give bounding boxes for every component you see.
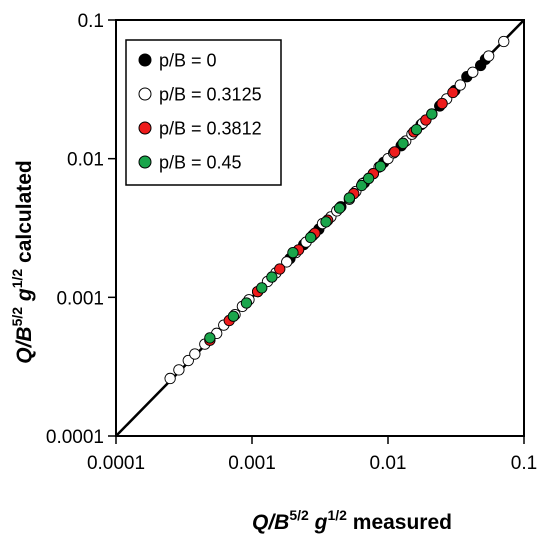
y-axis-title-main: Q/B xyxy=(13,326,36,363)
y-axis-title-mid: g xyxy=(13,288,36,307)
legend-label: p/B = 0.3812 xyxy=(159,119,262,139)
data-point xyxy=(189,348,201,360)
legend-marker xyxy=(138,121,152,135)
plot-area-frame xyxy=(115,19,525,437)
data-point xyxy=(164,372,176,385)
data-point xyxy=(454,79,466,91)
y-tick-label: 0.001 xyxy=(56,288,104,309)
legend-label: p/B = 0 xyxy=(159,51,217,71)
data-point xyxy=(343,192,356,204)
data-point xyxy=(240,297,253,309)
series-2 xyxy=(204,86,459,346)
data-point xyxy=(498,35,510,48)
legend-marker xyxy=(138,53,152,67)
x-axis-title: Q/B5/2 g1/2 measured xyxy=(252,507,452,534)
data-point xyxy=(274,263,286,275)
x-axis-title-sup1: 5/2 xyxy=(289,507,309,523)
data-point xyxy=(256,282,268,294)
data-point xyxy=(204,332,216,344)
legend-marker xyxy=(138,155,152,169)
x-axis-title-mid: g xyxy=(309,511,328,534)
series-3 xyxy=(204,108,438,344)
data-point xyxy=(436,97,448,110)
data-point xyxy=(397,137,409,149)
data-point xyxy=(287,247,299,259)
legend-marker xyxy=(138,87,152,101)
x-axis-title-main: Q/B xyxy=(252,511,289,534)
y-axis-title-sup2: 1/2 xyxy=(9,269,25,289)
y-axis-title-sup1: 5/2 xyxy=(9,307,25,327)
data-point xyxy=(483,50,495,62)
legend-label: p/B = 0.45 xyxy=(159,153,242,173)
data-point xyxy=(281,256,293,268)
x-axis-title-suffix: measured xyxy=(347,511,452,534)
legend: p/B = 0 p/B = 0.3125 p/B = 0.3812 p/B = 0.4… xyxy=(125,39,282,186)
legend-label: p/B = 0.3125 xyxy=(159,85,262,105)
x-tick-label: 0.01 xyxy=(370,453,407,474)
data-point xyxy=(173,364,185,376)
data-point xyxy=(266,271,278,283)
data-point xyxy=(467,66,479,78)
data-point xyxy=(333,202,346,214)
data-point xyxy=(447,86,459,99)
data-point xyxy=(426,108,438,120)
data-point xyxy=(305,231,317,244)
data-point xyxy=(355,179,368,192)
y-axis-title: Q/B5/2 g1/2 calculated xyxy=(9,160,36,364)
y-axis-title-suffix: calculated xyxy=(13,160,36,269)
data-point xyxy=(410,123,423,136)
y-tick-label: 0.01 xyxy=(67,150,104,171)
x-tick-label: 0.1 xyxy=(511,453,537,474)
x-axis-title-sup2: 1/2 xyxy=(327,507,347,523)
data-point xyxy=(362,172,375,185)
legend-box xyxy=(125,39,282,186)
x-tick-label: 0.001 xyxy=(228,453,276,474)
data-point xyxy=(320,216,332,228)
data-point xyxy=(227,310,240,322)
data-point xyxy=(374,160,387,173)
data-point xyxy=(389,146,401,158)
x-tick-label: 0.0001 xyxy=(87,453,145,474)
y-tick-label: 0.0001 xyxy=(46,427,104,448)
y-tick-label: 0.1 xyxy=(78,11,104,32)
